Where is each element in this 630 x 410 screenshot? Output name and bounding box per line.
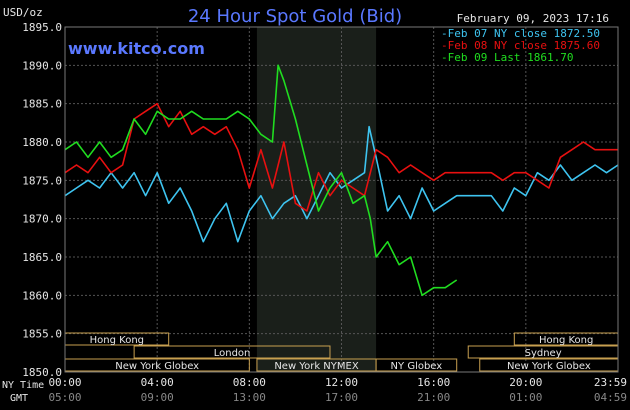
x-tick-label-ny: 20:00 — [509, 376, 542, 389]
timestamp: February 09, 2023 17:16 — [457, 12, 609, 25]
series-line — [64, 64, 458, 297]
x-tick-label-gmt: 17:00 — [325, 391, 358, 404]
x-tick-label-gmt: 05:00 — [48, 391, 81, 404]
legend-entry: -Feb 07 NY close 1872.50 — [441, 27, 600, 40]
session-bar — [375, 358, 458, 372]
series-lines — [64, 64, 619, 297]
x-tick-label-ny: 04:00 — [141, 376, 174, 389]
x-tick-label-gmt: 01:00 — [509, 391, 542, 404]
ny-time-label: NY Time — [2, 380, 44, 391]
x-tick-label-gmt: 21:00 — [417, 391, 450, 404]
session-label: New York Globex — [507, 361, 591, 372]
session-label: London — [214, 348, 251, 359]
gmt-label: GMT — [10, 393, 28, 404]
y-tick-label: 1855.0 — [22, 328, 62, 341]
legend-entry: -Feb 09 Last 1861.70 — [441, 51, 573, 64]
x-tick-label-ny: 12:00 — [325, 376, 358, 389]
x-tick-label-ny: 00:00 — [48, 376, 81, 389]
y-tick-label: 1880.0 — [22, 136, 62, 149]
y-tick-label: 1895.0 — [22, 21, 62, 34]
legend: -Feb 07 NY close 1872.50-Feb 08 NY close… — [441, 27, 600, 64]
session-label: Sydney — [525, 348, 562, 359]
y-tick-label: 1875.0 — [22, 174, 62, 187]
axes: 1850.0 1855.0 1860.0 1865.0 1870.0 1875.0 1880… — [22, 21, 627, 404]
y-tick-label: 1870.0 — [22, 213, 62, 226]
y-tick-label: 1865.0 — [22, 251, 62, 264]
x-tick-label-gmt: 04:59 — [594, 391, 627, 404]
plot-frame — [64, 26, 619, 373]
y-tick-label: 1885.0 — [22, 98, 62, 111]
x-tick-label-gmt: 13:00 — [233, 391, 266, 404]
x-tick-label-ny: 08:00 — [233, 376, 266, 389]
y-tick-label: 1860.0 — [22, 289, 62, 302]
session-label: Hong Kong — [539, 335, 593, 346]
session-label: Hong Kong — [90, 335, 144, 346]
session-label: NY Globex — [391, 361, 443, 372]
x-tick-label-ny: 16:00 — [417, 376, 450, 389]
session-label: New York NYMEX — [274, 361, 359, 372]
session-label: New York Globex — [115, 361, 199, 372]
chart-title: 24 Hour Spot Gold (Bid) — [188, 6, 402, 27]
site-watermark: www.kitco.com — [68, 39, 205, 58]
y-tick-label: 1890.0 — [22, 59, 62, 72]
series-line — [64, 102, 618, 212]
x-tick-label-gmt: 09:00 — [141, 391, 174, 404]
x-tick-label-ny: 23:59 — [594, 376, 627, 389]
legend-entry: -Feb 08 NY close 1875.60 — [441, 39, 600, 52]
session-bar — [133, 345, 331, 359]
y-tick-label: 1850.0 — [22, 366, 62, 379]
y-axis-units: USD/oz — [3, 6, 43, 19]
